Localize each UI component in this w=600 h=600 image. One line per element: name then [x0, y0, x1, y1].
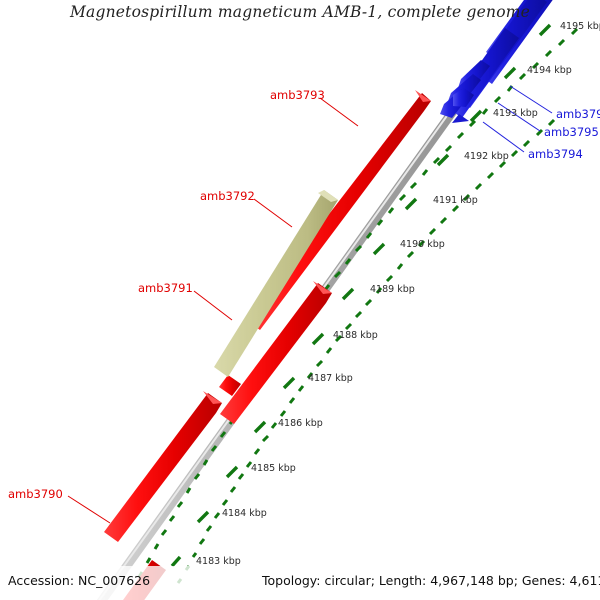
tick-label: 4188 kbp — [333, 330, 378, 341]
gene-label-amb3790[interactable]: amb3790 — [8, 487, 63, 501]
gene-arrow-fragment-mid[interactable] — [219, 375, 241, 396]
tick-label: 4195 kbp — [560, 21, 600, 32]
tick-label: 4193 kbp — [493, 108, 538, 119]
leader-amb3793 — [319, 97, 359, 127]
leader-amb3795 — [497, 102, 541, 132]
gene-label-amb3794[interactable]: amb3794 — [528, 147, 583, 161]
tick-label: 4194 kbp — [527, 65, 572, 76]
gene-label-leader-lines — [67, 85, 553, 524]
tick-label: 4183 kbp — [196, 556, 241, 567]
leader-amb3796 — [509, 85, 553, 114]
accession-text: Accession: NC_007626 — [8, 573, 151, 588]
tick-label: 4190 kbp — [400, 239, 445, 250]
tick-label: 4184 kbp — [222, 508, 267, 519]
gene-arrow-amb3792[interactable] — [214, 190, 338, 377]
gene-arrow-blue-pentagon[interactable] — [453, 88, 474, 107]
tick-label: 4191 kbp — [433, 195, 478, 206]
tick-label: 4186 kbp — [278, 418, 323, 429]
tick-label: 4185 kbp — [251, 463, 296, 474]
leader-amb3794 — [482, 121, 525, 153]
gene-label-amb3793[interactable]: amb3793 — [270, 88, 325, 102]
gene-arrow-amb3791[interactable] — [220, 281, 332, 424]
leader-amb3792 — [253, 198, 293, 228]
footer-band — [0, 566, 600, 600]
gene-arrow-amb3790[interactable] — [104, 391, 222, 542]
gene-label-amb3792[interactable]: amb3792 — [200, 189, 255, 203]
gene-label-amb3796[interactable]: amb3796 — [556, 107, 600, 121]
tick-label: 4192 kbp — [464, 151, 509, 162]
gene-label-amb3795[interactable]: amb3795 — [544, 125, 599, 139]
genome-title: Magnetospirillum magneticum AMB-1, compl… — [69, 3, 531, 21]
tick-label: 4187 kbp — [308, 373, 353, 384]
reverse-strand-genes[interactable] — [440, 0, 570, 123]
tick-label: 4189 kbp — [370, 284, 415, 295]
leader-amb3790 — [67, 495, 111, 524]
leader-amb3791 — [193, 290, 233, 321]
gene-label-amb3791[interactable]: amb3791 — [138, 281, 193, 295]
genome-stats-text: Topology: circular; Length: 4,967,148 bp… — [262, 573, 600, 588]
